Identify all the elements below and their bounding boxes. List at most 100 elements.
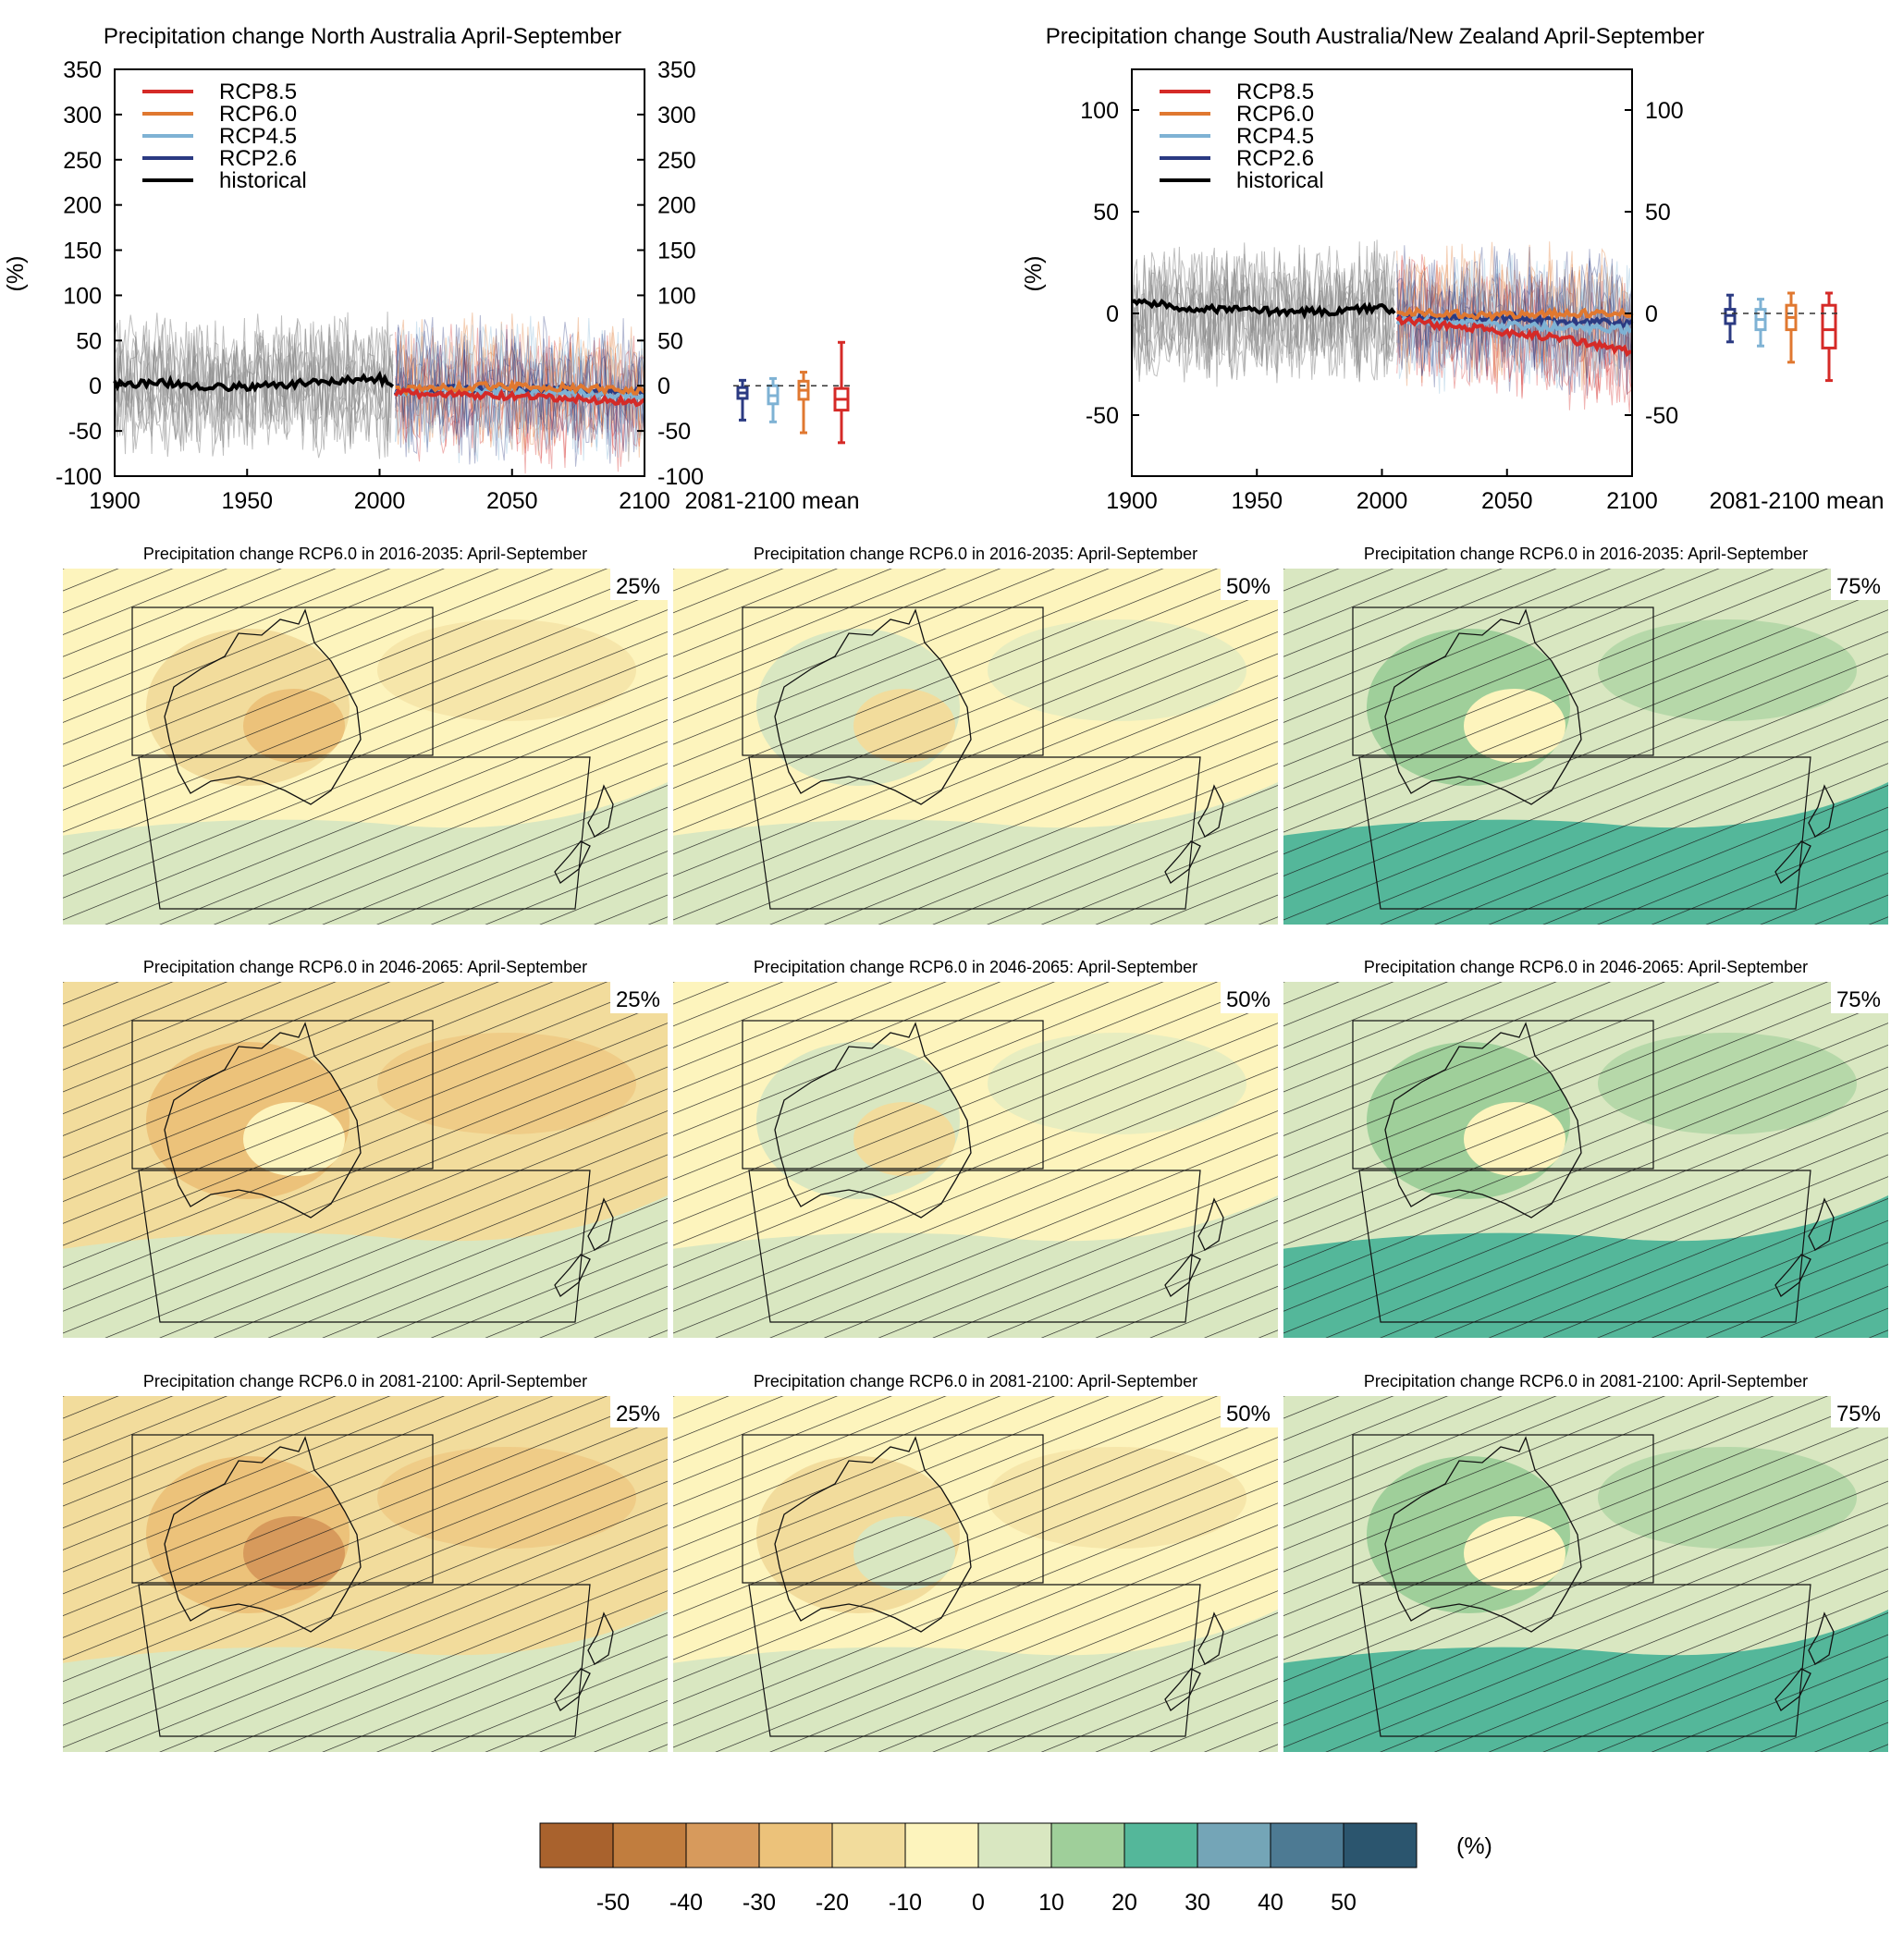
legend-label: RCP2.6 (219, 146, 297, 171)
RCP2.6-model-line (1396, 246, 1633, 395)
map-field (63, 569, 668, 925)
box-axis-label: 2081-2100 mean (684, 488, 859, 514)
region-box-south (1358, 1170, 1811, 1323)
map-title: Precipitation change RCP6.0 in 2081-2100… (143, 1372, 587, 1390)
RCP4.5-model-line (1396, 259, 1633, 389)
legend-label: RCP4.5 (1236, 124, 1314, 149)
RCP4.5-model-line (395, 317, 645, 460)
colorbar-cell (539, 1822, 614, 1868)
map-title: Precipitation change RCP6.0 in 2046-2065… (143, 958, 587, 976)
y-tick-label-right: 100 (1645, 98, 1684, 124)
colorbar-cell (1123, 1822, 1198, 1868)
x-tick-label: 1900 (89, 488, 141, 514)
mean-line-rcp85 (1395, 314, 1632, 358)
colorbar-cell (1197, 1822, 1271, 1868)
australia-coastline (774, 1022, 972, 1219)
box-summary (733, 340, 853, 445)
y-tick-label-right: -100 (657, 464, 704, 490)
hatching (63, 1396, 668, 1752)
chart-title: Precipitation change North Australia Apr… (104, 24, 621, 49)
colorbar-cell (685, 1822, 760, 1868)
region-box-south (748, 1584, 1201, 1737)
legend-label: RCP4.5 (219, 124, 297, 149)
percentile-label-bg (1221, 982, 1278, 1013)
RCP4.5-model-line (1396, 259, 1633, 388)
RCP6.0-model-line (395, 317, 645, 455)
map-field (673, 1396, 1278, 1752)
percentile-label: 50% (1226, 1402, 1271, 1427)
legend-label: historical (219, 168, 307, 193)
y-tick-label-left: 350 (63, 57, 102, 83)
y-tick-label-right: 250 (657, 148, 696, 174)
colorbar-cell (1343, 1822, 1418, 1868)
australia-coastline (164, 1436, 362, 1633)
box-axis-label: 2081-2100 mean (1709, 488, 1884, 514)
colorbar-tick-label: -30 (743, 1890, 776, 1916)
RCP2.6-model-line (395, 324, 645, 461)
percentile-label: 25% (616, 574, 660, 599)
colorbar-cell (904, 1822, 979, 1868)
RCP8.5-model-line (1396, 260, 1633, 407)
x-tick-label: 1900 (1106, 488, 1158, 514)
map-panel: Precipitation change RCP6.0 in 2016-2035… (1283, 545, 1888, 925)
y-tick-label-left: -50 (68, 419, 102, 445)
x-tick-label: 2000 (354, 488, 406, 514)
y-axis-label: (%) (1021, 256, 1047, 292)
legend-label: historical (1236, 168, 1324, 193)
new-zealand-coastline (1164, 1197, 1224, 1297)
y-tick-label-left: 100 (63, 283, 102, 309)
map-title: Precipitation change RCP6.0 in 2016-2035… (754, 545, 1197, 563)
map-field (1283, 1396, 1888, 1752)
y-tick-label-left: 250 (63, 148, 102, 174)
legend-label: RCP6.0 (219, 102, 297, 127)
y-tick-label-right: -50 (1645, 403, 1678, 429)
colorbar-tick-label: 20 (1111, 1890, 1137, 1916)
axis-ticks: 1900 1950 2000 2050 2100 100 100 50 50 0 0 -50 -50 (1080, 98, 1683, 514)
colorbar-unit: (%) (1456, 1833, 1492, 1859)
hatching (673, 982, 1278, 1338)
y-axis-label: (%) (3, 256, 29, 292)
map-panel: Precipitation change RCP6.0 in 2081-2100… (673, 1372, 1278, 1752)
new-zealand-coastline (1774, 1197, 1835, 1297)
new-zealand-coastline (554, 784, 614, 884)
colorbar-tick-label: -50 (596, 1890, 630, 1916)
colorbar-cell (1270, 1822, 1344, 1868)
hatching (673, 1396, 1278, 1752)
x-tick-label: 2050 (486, 488, 538, 514)
y-tick-label-left: 300 (63, 103, 102, 129)
percentile-label-bg (1221, 1396, 1278, 1427)
new-zealand-coastline (554, 1611, 614, 1711)
box-summary (1721, 291, 1841, 383)
percentile-label: 50% (1226, 987, 1271, 1012)
historical-model-line (1131, 239, 1395, 384)
RCP4.5-model-line (395, 325, 645, 464)
map-field (63, 1396, 668, 1752)
map-title: Precipitation change RCP6.0 in 2081-2100… (754, 1372, 1197, 1390)
historical-model-line (114, 318, 394, 459)
colorbar-tick-label: -20 (816, 1890, 849, 1916)
map-title: Precipitation change RCP6.0 in 2046-2065… (1364, 958, 1808, 976)
australia-coastline (164, 1022, 362, 1219)
map-title: Precipitation change RCP6.0 in 2081-2100… (1364, 1372, 1808, 1390)
y-tick-label-left: 100 (1080, 98, 1119, 124)
RCP4.5-model-line (395, 326, 645, 461)
RCP8.5-model-line (1396, 255, 1633, 413)
colorbar-cell (612, 1822, 687, 1868)
hatching (63, 982, 668, 1338)
percentile-label: 75% (1836, 1402, 1881, 1427)
y-tick-label-right: -50 (657, 419, 691, 445)
percentile-label: 25% (616, 1402, 660, 1427)
RCP8.5-model-line (395, 334, 645, 465)
colorbar-tick-label: 50 (1331, 1890, 1357, 1916)
map-field (1283, 982, 1888, 1338)
map-field (673, 982, 1278, 1338)
y-tick-label-right: 100 (657, 283, 696, 309)
map-panel: Precipitation change RCP6.0 in 2081-2100… (1283, 1372, 1888, 1752)
RCP6.0-model-line (395, 313, 645, 446)
percentile-label-bg (610, 1396, 668, 1427)
historical-model-line (1131, 244, 1395, 376)
hatching (1283, 982, 1888, 1338)
region-box-north (131, 1020, 434, 1170)
new-zealand-coastline (1164, 784, 1224, 884)
